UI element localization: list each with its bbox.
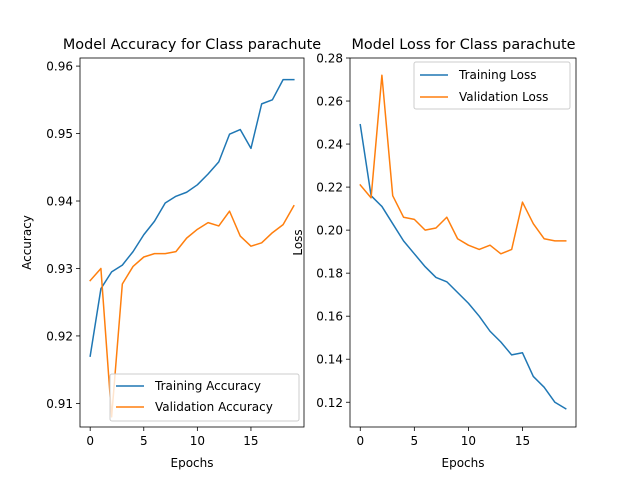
training-accuracy-line: [89, 78, 295, 358]
loss-x-tick-label: 15: [515, 434, 530, 448]
loss-plot-frame: [349, 57, 577, 428]
accuracy-chart: Model Accuracy for Class parachute 0 5 10 1…: [20, 37, 321, 470]
accuracy-y-tick-label: 0.95: [46, 127, 73, 141]
loss-y-tick-label: 0.20: [316, 224, 343, 238]
legend-label-validation-loss: Validation Loss: [459, 90, 548, 104]
accuracy-y-tick-label: 0.92: [46, 329, 73, 343]
loss-chart: Model Loss for Class parachute 0 5 10 15 0.…: [291, 37, 577, 470]
loss-chart-title: Model Loss for Class parachute: [351, 37, 575, 53]
loss-x-axis-title: Epochs: [442, 456, 485, 470]
accuracy-x-tick-label: 5: [140, 434, 148, 448]
loss-y-tick-label: 0.24: [316, 138, 343, 152]
accuracy-x-tick-label: 0: [86, 434, 94, 448]
loss-y-tick-label: 0.12: [316, 396, 343, 410]
loss-y-tick-label: 0.28: [316, 52, 343, 66]
loss-y-tick-label: 0.26: [316, 95, 343, 109]
loss-y-tick-label: 0.16: [316, 310, 343, 324]
legend-label-validation-accuracy: Validation Accuracy: [155, 400, 273, 414]
loss-legend-box: [413, 61, 571, 110]
loss-y-axis-title: Loss: [291, 229, 305, 255]
loss-y-tick-label: 0.22: [316, 181, 343, 195]
accuracy-legend-box: [109, 373, 300, 422]
accuracy-y-tick-label: 0.94: [46, 195, 73, 209]
accuracy-y-axis: 0.91 0.92 0.93 0.94 0.95 0.96: [46, 60, 80, 411]
loss-legend: Training Loss Validation Loss: [413, 61, 571, 110]
validation-loss-line: [359, 74, 567, 255]
accuracy-x-tick-label: 10: [190, 434, 205, 448]
accuracy-plot-frame: [79, 57, 305, 428]
loss-y-tick-label: 0.14: [316, 353, 343, 367]
validation-accuracy-line: [89, 204, 295, 418]
accuracy-legend: Training Accuracy Validation Accuracy: [109, 373, 300, 422]
loss-series: [359, 74, 567, 410]
accuracy-series: [89, 78, 295, 418]
accuracy-y-tick-label: 0.93: [46, 262, 73, 276]
loss-x-axis: 0 5 10 15: [356, 427, 530, 448]
loss-y-axis: 0.12 0.14 0.16 0.18 0.20 0.22 0.24 0.26 0.28: [316, 52, 350, 410]
loss-x-tick-label: 5: [411, 434, 419, 448]
loss-x-tick-label: 0: [356, 434, 364, 448]
accuracy-x-axis-title: Epochs: [171, 456, 214, 470]
accuracy-chart-title: Model Accuracy for Class parachute: [63, 37, 321, 53]
legend-label-training-loss: Training Loss: [458, 68, 536, 82]
training-loss-line: [359, 123, 567, 410]
accuracy-y-tick-label: 0.96: [46, 60, 73, 74]
loss-y-tick-label: 0.18: [316, 267, 343, 281]
loss-x-tick-label: 10: [461, 434, 476, 448]
accuracy-x-axis: 0 5 10 15: [86, 427, 259, 448]
legend-label-training-accuracy: Training Accuracy: [154, 379, 261, 393]
accuracy-y-axis-title: Accuracy: [20, 215, 34, 270]
accuracy-y-tick-label: 0.91: [46, 397, 73, 411]
accuracy-x-tick-label: 15: [243, 434, 258, 448]
